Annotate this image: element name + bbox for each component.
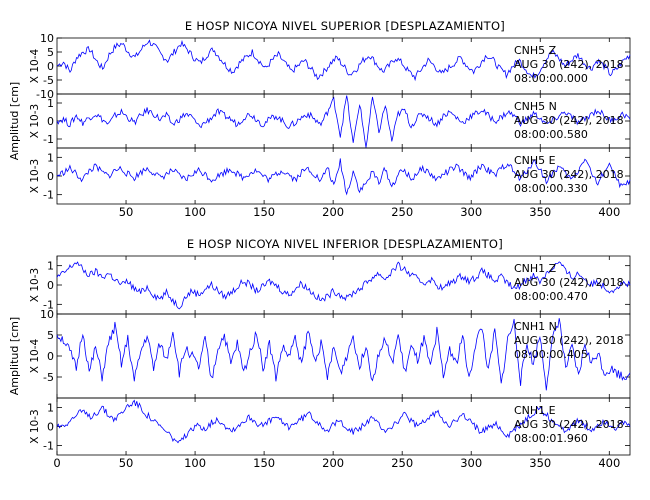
y-tick-label: 10 (40, 32, 54, 45)
x-tick-label: 100 (184, 456, 206, 470)
chart-1: E HOSP NICOYA NIVEL SUPERIOR [DESPLAZAMI… (8, 19, 631, 219)
date-label: AUG 30 (242), 2018 (514, 58, 624, 71)
y-tick-label: 0 (47, 115, 54, 128)
time-label: 08:00:00.580 (514, 128, 588, 141)
x-tick-label: 0 (53, 456, 60, 470)
date-label: AUG 30 (242), 2018 (514, 334, 624, 347)
x-tick-label: 250 (391, 205, 413, 219)
station-label: CNH5 E (514, 154, 556, 167)
time-label: 08:00:01.960 (514, 432, 588, 445)
y-tick-label: 0 (47, 350, 54, 363)
station-label: CNH1 Z (514, 262, 557, 275)
date-label: AUG 30 (242), 2018 (514, 276, 624, 289)
scale-label: X 10-4 (29, 339, 41, 374)
x-tick-label: 250 (391, 456, 413, 470)
x-tick-label: 50 (119, 205, 134, 219)
station-label: CNH5 N (514, 100, 557, 113)
waveform-line (56, 261, 631, 310)
station-label: CNH1 N (514, 320, 557, 333)
date-label: AUG 30 (242), 2018 (514, 168, 624, 181)
x-tick-label: 200 (322, 456, 344, 470)
waveform-line (56, 158, 631, 196)
x-tick-label: 300 (460, 456, 482, 470)
station-label: CNH1 E (514, 404, 556, 417)
chart-title: E HOSP NICOYA NIVEL SUPERIOR [DESPLAZAMI… (185, 19, 505, 33)
y-tick-label: -1 (43, 440, 54, 453)
time-label: 08:00:00.000 (514, 72, 588, 85)
x-tick-label: 400 (598, 456, 620, 470)
y-tick-label: 1 (47, 402, 54, 415)
x-tick-label: 400 (598, 205, 620, 219)
time-label: 08:00:00.405 (514, 348, 588, 361)
y-tick-label: -5 (43, 74, 54, 87)
scale-label: X 10-3 (29, 104, 41, 138)
y-tick-label: 0 (47, 170, 54, 183)
y-tick-label: -1 (43, 133, 54, 146)
chart-2: E HOSP NICOYA NIVEL INFERIOR [DESPLAZAMI… (8, 237, 631, 470)
y-tick-label: 0 (47, 279, 54, 292)
scale-label: X 10-3 (29, 268, 41, 302)
x-tick-label: 150 (253, 205, 275, 219)
x-tick-label: 150 (253, 456, 275, 470)
date-label: AUG 30 (242), 2018 (514, 418, 624, 431)
y-tick-label: 5 (47, 46, 54, 59)
x-tick-label: 350 (529, 205, 551, 219)
scale-label: X 10-3 (29, 159, 41, 193)
chart-title: E HOSP NICOYA NIVEL INFERIOR [DESPLAZAMI… (187, 237, 503, 251)
waveform-line (56, 95, 631, 148)
y-tick-label: 0 (47, 60, 54, 73)
scale-label: X 10-3 (29, 409, 41, 443)
y-tick-label: -1 (43, 189, 54, 202)
y-tick-label: 1 (47, 151, 54, 164)
x-tick-label: 100 (184, 205, 206, 219)
waveform-line (56, 399, 631, 444)
y-tick-label: 5 (47, 329, 54, 342)
date-label: AUG 30 (242), 2018 (514, 114, 624, 127)
y-tick-label: -1 (43, 298, 54, 311)
y-tick-label: 10 (40, 308, 54, 321)
waveform-line (56, 39, 631, 82)
y-axis-label: Amplitud [cm] (8, 82, 21, 160)
waveform-line (56, 318, 631, 391)
y-tick-label: 1 (47, 97, 54, 110)
y-axis-label: Amplitud [cm] (8, 317, 21, 395)
time-label: 08:00:00.470 (514, 290, 588, 303)
x-tick-label: 350 (529, 456, 551, 470)
time-label: 08:00:00.330 (514, 182, 588, 195)
y-tick-label: 0 (47, 421, 54, 434)
x-tick-label: 50 (119, 456, 134, 470)
x-tick-label: 300 (460, 205, 482, 219)
y-tick-label: -5 (43, 371, 54, 384)
y-tick-label: 1 (47, 260, 54, 273)
station-label: CNH5 Z (514, 44, 557, 57)
x-tick-label: 200 (322, 205, 344, 219)
y-tick-label: -10 (36, 88, 54, 101)
scale-label: X 10-4 (29, 49, 41, 84)
